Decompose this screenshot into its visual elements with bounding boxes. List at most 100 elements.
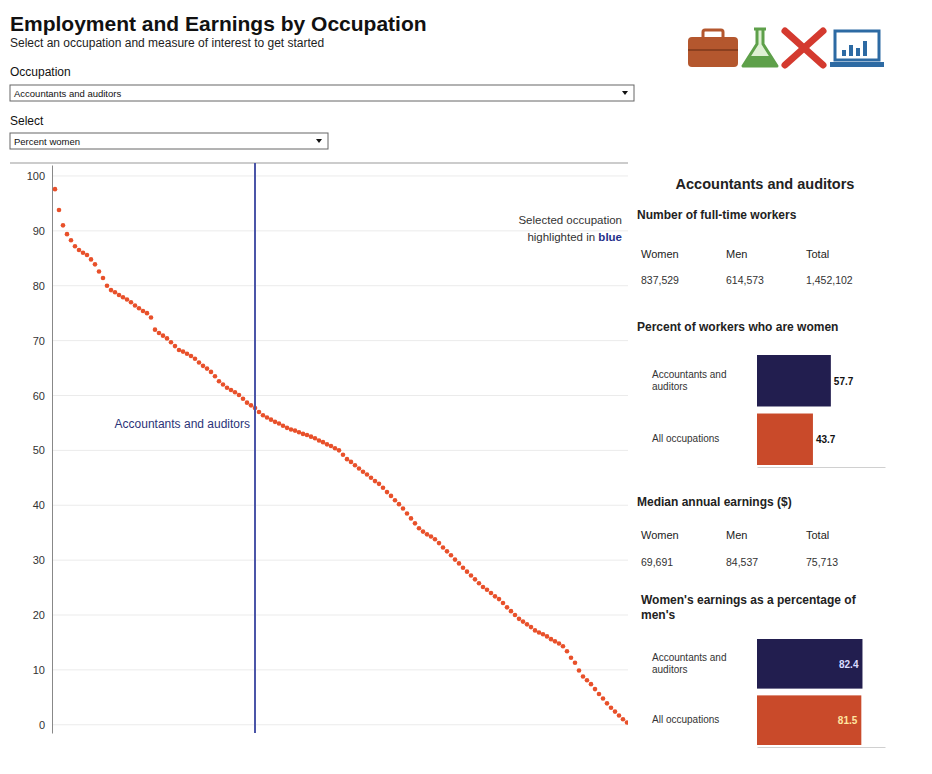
data-point [317,438,322,443]
y-tick-label: 40 [33,499,45,511]
data-point [365,472,370,477]
text-line: Accountants and [652,369,729,380]
category-axis: Accountants and auditorsAll occupations [652,369,729,445]
y-tick: 90 [33,225,52,237]
dropdown-box[interactable] [10,133,328,149]
data-point [609,705,614,710]
dropdown-arrow[interactable] [622,91,628,95]
data-point [53,187,58,192]
dropdown[interactable]: Occupation Accountants and auditors [10,65,634,101]
y-axis: 0102030405060708090100 [27,166,53,734]
grid-line [52,175,628,176]
data-point [237,393,242,398]
selected-label: Accountants and auditors [115,417,250,431]
text-line: All occupations [652,714,719,725]
data-point [373,479,378,484]
data-label: 43.7 [816,434,836,445]
data-point [409,516,414,521]
y-tick: 70 [33,335,52,347]
bar [757,695,861,745]
data-label: 81.5 [838,715,858,726]
data-point [325,442,330,447]
data-point [481,585,486,590]
table-header: Women [641,248,679,260]
data-point [369,476,374,481]
category-tick: Accountants and auditors [652,652,729,676]
data-point [341,452,346,457]
y-tick-label: 50 [33,444,45,456]
data-point [453,557,458,562]
data-point [617,713,622,718]
x-axis [758,747,886,748]
side-panel: Accountants and auditors Number of full-t… [637,176,886,748]
note-highlight: blue [598,231,622,243]
data-point [349,460,354,465]
separator [10,163,628,164]
data-point [465,569,470,574]
data-point [165,336,170,341]
data-point [513,613,518,618]
data-point [501,601,506,606]
data-point [613,709,618,714]
data-point [117,293,122,298]
dropdown-arrow[interactable] [316,139,322,143]
dropdown-value[interactable]: Percent women [14,136,80,147]
y-tick-label: 80 [33,280,45,292]
data-point [213,374,218,379]
data-point [269,417,274,422]
category-tick: Accountants and auditors [652,369,729,393]
data-point [161,333,166,338]
data-point [229,388,234,393]
plot-area [53,163,628,733]
y-tick: 100 [27,170,52,182]
panel-title: Accountants and auditors [676,176,855,192]
data-point [357,466,362,471]
page-title: Employment and Earnings by Occupation [10,12,427,35]
dropdown-value[interactable]: Accountants and auditors [14,88,121,99]
data-point [225,386,230,391]
data-point [185,351,190,356]
grid-line [52,724,628,725]
data-point [537,630,542,635]
data-point [61,223,66,228]
data-point [133,303,138,308]
data-point [425,532,430,537]
icon-laptop-bar [863,41,867,56]
bar-chart: Women's earnings as a percentage of men'… [641,593,886,748]
data-point [433,537,438,542]
data-point [249,403,254,408]
data-point [309,434,314,439]
selection-note: Selected occupationhighlighted in blue [518,214,622,243]
data-point [485,587,490,592]
stats-table: Number of full-time workersWomenMenTotal… [637,208,853,286]
y-tick-label: 100 [27,170,45,182]
icons [688,29,884,67]
dropdown-box[interactable] [10,85,634,101]
data-point [125,297,130,302]
icon-flask-liquid [744,56,776,65]
data-point [257,410,262,415]
data-point [89,257,94,262]
data-point [585,678,590,683]
table-header: Total [806,248,829,260]
data-label: 57.7 [834,376,854,387]
data-point [549,637,554,642]
dropdown[interactable]: SelectPercent women [10,114,328,149]
data-point [477,581,482,586]
main-chart: 0102030405060708090100Accountants and au… [27,163,630,734]
y-tick-label: 70 [33,335,45,347]
x-axis-line [758,467,886,468]
bar [757,639,862,689]
data-point [241,396,246,401]
data-point [293,428,298,433]
data-point [553,639,558,644]
table-cell: 69,691 [641,556,673,568]
data-point [301,432,306,437]
data-point [581,674,586,679]
y-tick: 0 [39,719,52,731]
data-point [93,262,98,267]
grid-line [52,669,628,670]
data-point [541,632,546,637]
dropdown-label: Occupation [10,65,71,79]
data-point [65,232,70,237]
